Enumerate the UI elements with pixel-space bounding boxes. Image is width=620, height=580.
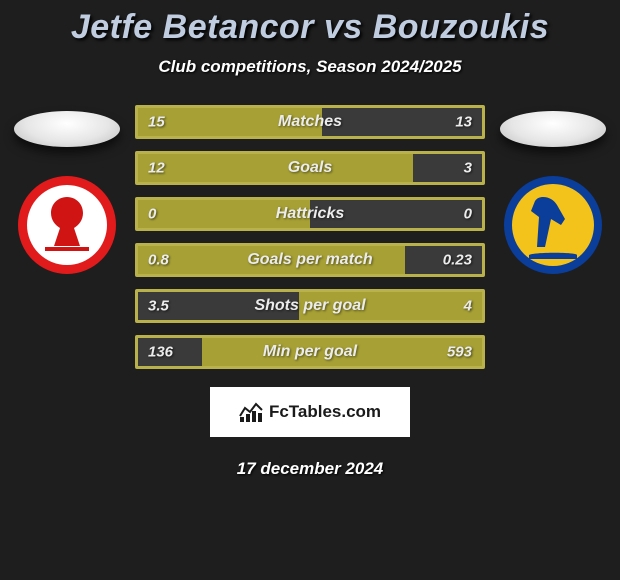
stat-label: Shots per goal xyxy=(254,297,365,315)
date-text: 17 december 2024 xyxy=(0,459,620,479)
stat-right-value: 3 xyxy=(464,160,472,177)
brand-text: FcTables.com xyxy=(269,402,381,422)
player-right-col xyxy=(497,105,609,275)
stat-bar-2: 0 0 Hattricks xyxy=(135,197,485,231)
stat-right-value: 593 xyxy=(447,344,472,361)
stat-left-value: 136 xyxy=(148,344,173,361)
stat-bar-left-seg xyxy=(138,154,413,182)
brand-badge: FcTables.com xyxy=(210,387,410,437)
stat-right-value: 4 xyxy=(464,298,472,315)
stat-left-value: 12 xyxy=(148,160,165,177)
player-right-avatar xyxy=(500,111,606,147)
stat-left-value: 0 xyxy=(148,206,156,223)
page-title: Jetfe Betancor vs Bouzoukis xyxy=(0,8,620,47)
stat-right-value: 0.23 xyxy=(443,252,472,269)
stat-right-value: 0 xyxy=(464,206,472,223)
player-left-avatar xyxy=(14,111,120,147)
comparison-panel: 15 13 Matches 12 3 Goals 0 0 Hattricks 0.8 0.23 Goa… xyxy=(0,105,620,369)
stat-left-value: 15 xyxy=(148,114,165,131)
club-right-badge xyxy=(503,175,603,275)
stat-label: Min per goal xyxy=(263,343,357,361)
player-left-col xyxy=(11,105,123,275)
stat-bar-5: 136 593 Min per goal xyxy=(135,335,485,369)
stat-bar-0: 15 13 Matches xyxy=(135,105,485,139)
stat-right-value: 13 xyxy=(455,114,472,131)
stat-bar-3: 0.8 0.23 Goals per match xyxy=(135,243,485,277)
stat-bar-1: 12 3 Goals xyxy=(135,151,485,185)
stat-left-value: 0.8 xyxy=(148,252,169,269)
brand-chart-icon xyxy=(239,402,263,422)
stat-left-value: 3.5 xyxy=(148,298,169,315)
stat-label: Hattricks xyxy=(276,205,344,223)
club-left-badge xyxy=(17,175,117,275)
stat-label: Matches xyxy=(278,113,342,131)
stat-label: Goals xyxy=(288,159,332,177)
stat-bars: 15 13 Matches 12 3 Goals 0 0 Hattricks 0.8 0.23 Goa… xyxy=(135,105,485,369)
stat-label: Goals per match xyxy=(247,251,372,269)
stat-bar-4: 3.5 4 Shots per goal xyxy=(135,289,485,323)
subtitle: Club competitions, Season 2024/2025 xyxy=(0,57,620,77)
